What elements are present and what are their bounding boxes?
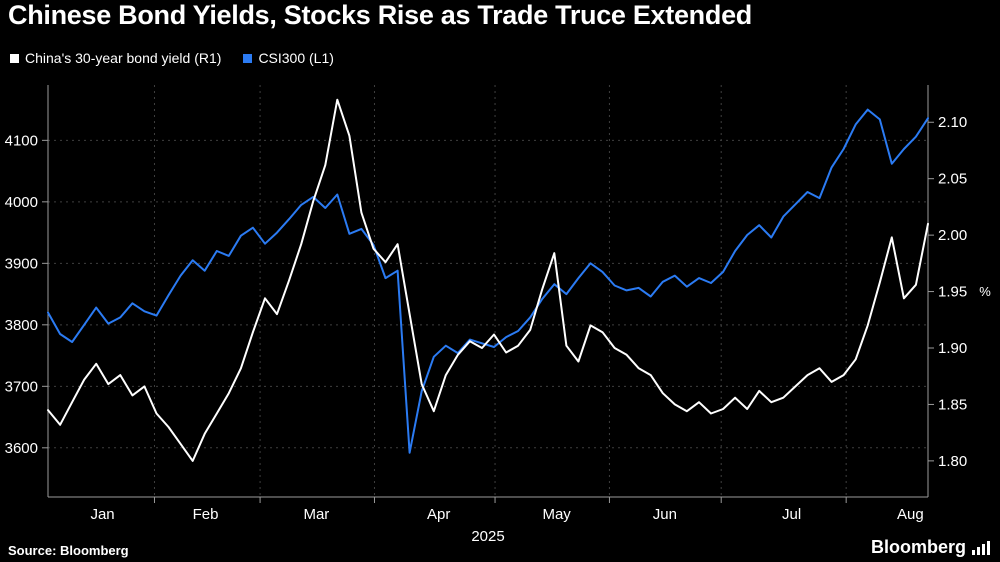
right-axis-tick-label: 1.80 (938, 453, 967, 470)
right-axis-tick-label: 1.90 (938, 340, 967, 357)
x-axis-tick-label: Mar (303, 506, 329, 523)
right-axis-tick-label: 1.95 (938, 284, 967, 301)
x-axis-tick-label: May (542, 506, 571, 523)
x-axis-tick-label: Aug (897, 506, 924, 523)
left-axis-tick-label: 3900 (5, 255, 38, 272)
left-axis-tick-label: 4000 (5, 194, 38, 211)
x-axis-label: 2025 (471, 528, 504, 545)
x-axis-tick-label: Jun (653, 506, 677, 523)
left-axis-tick-label: 4100 (5, 132, 38, 149)
x-axis-tick-label: Jul (782, 506, 801, 523)
legend-swatch-bond-yield (10, 53, 19, 63)
left-axis-tick-label: 3800 (5, 317, 38, 334)
right-axis-tick-label: 2.10 (938, 114, 967, 131)
x-axis-tick-label: Jan (90, 506, 114, 523)
legend: China's 30-year bond yield (R1) CSI300 (… (10, 50, 334, 66)
left-axis-tick-label: 3600 (5, 440, 38, 457)
bloomberg-chart-icon (972, 541, 990, 558)
x-axis-tick-label: Apr (427, 506, 450, 523)
left-axis-tick-label: 3700 (5, 378, 38, 395)
legend-item-csi300: CSI300 (L1) (243, 50, 334, 66)
bloomberg-logo: Bloomberg (871, 537, 990, 558)
legend-swatch-csi300 (243, 53, 253, 63)
bloomberg-wordmark: Bloomberg (870, 537, 966, 557)
legend-item-bond-yield: China's 30-year bond yield (R1) (10, 50, 221, 66)
series-line-bond-yield (47, 98, 929, 462)
series-line-csi300 (47, 108, 929, 454)
chart-title: Chinese Bond Yields, Stocks Rise as Trad… (8, 0, 752, 30)
right-axis-tick-label: 1.85 (938, 396, 967, 413)
legend-label-csi300: CSI300 (L1) (258, 50, 334, 66)
right-axis-tick-label: 2.00 (938, 227, 967, 244)
legend-label-bond-yield: China's 30-year bond yield (R1) (25, 50, 222, 66)
right-axis-unit-label: % (979, 284, 991, 299)
right-axis-tick-label: 2.05 (938, 171, 967, 188)
source-text: Source: Bloomberg (8, 543, 129, 558)
x-axis-tick-label: Feb (193, 506, 219, 523)
